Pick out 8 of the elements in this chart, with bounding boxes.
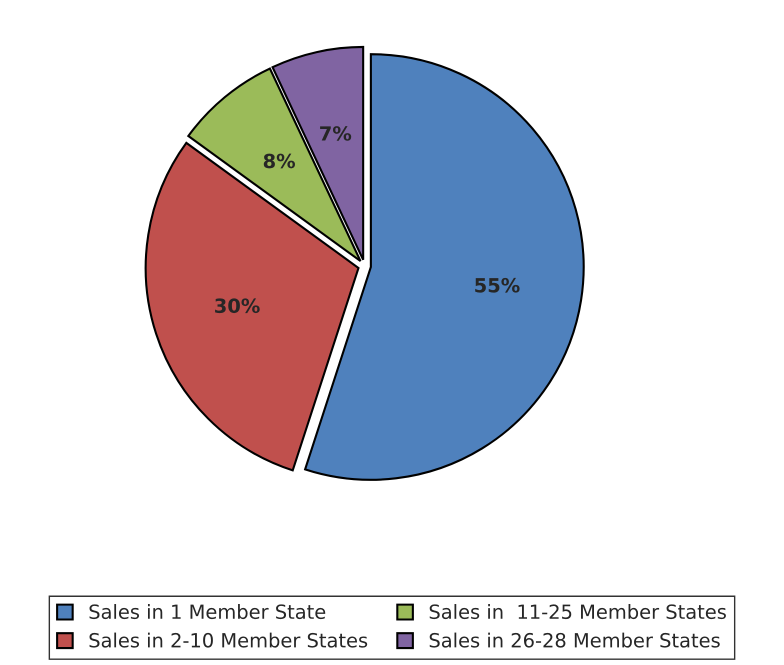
data-label: 55% bbox=[475, 278, 520, 293]
data-label: 8% bbox=[264, 154, 295, 168]
legend-label: Sales in 1 Member State bbox=[90, 604, 326, 620]
legend-label: Sales in 11-25 Member States bbox=[430, 604, 726, 620]
legend-label: Sales in 2-10 Member States bbox=[90, 632, 368, 648]
data-label: 30% bbox=[215, 298, 260, 314]
legend-label: Sales in 26-28 Member States bbox=[430, 632, 720, 648]
data-label: 7% bbox=[320, 126, 352, 141]
